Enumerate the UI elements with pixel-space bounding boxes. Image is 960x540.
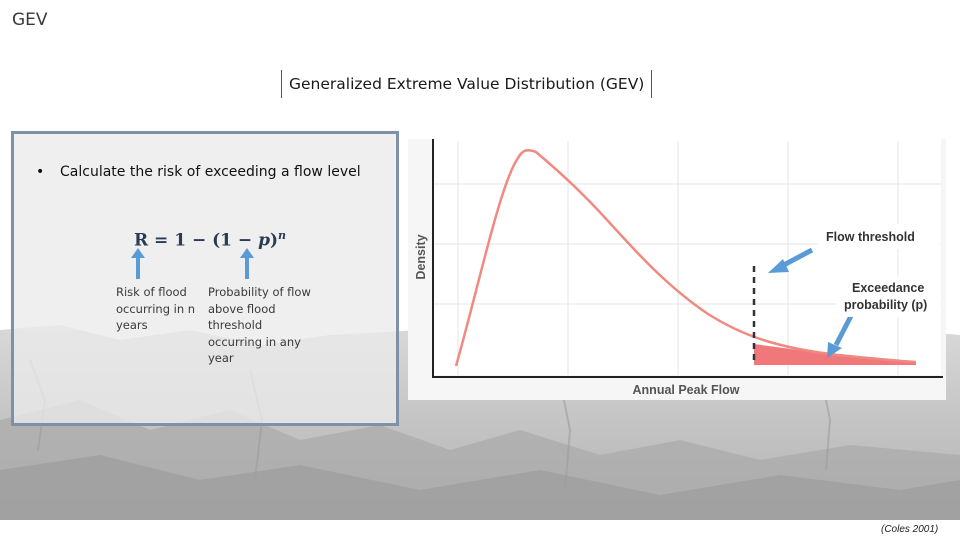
- risk-note: Risk of flood occurring in n years: [116, 285, 196, 332]
- formula-p: p: [258, 230, 270, 251]
- threshold-callout-box: [818, 224, 940, 249]
- risk-explanation-panel: • Calculate the risk of exceeding a flow…: [11, 131, 399, 426]
- exceedance-callout-line2: probability (p): [844, 298, 927, 312]
- risk-formula: R = 1 − (1 − p)n: [134, 229, 286, 251]
- exceedance-callout-line1: Exceedance: [852, 281, 924, 295]
- x-axis-label: Annual Peak Flow: [633, 383, 740, 397]
- slide-title-frame: Generalized Extreme Value Distribution (…: [281, 70, 653, 98]
- plot-area: [433, 139, 941, 375]
- gev-density-chart: Flow threshold Exceedance probability (p…: [408, 139, 946, 400]
- formula-close: ): [269, 230, 279, 251]
- threshold-callout-arrow-icon: [768, 247, 814, 273]
- y-axis-label: Density: [414, 234, 428, 279]
- exceedance-callout-arrow-icon: [827, 314, 854, 358]
- formula-lhs: R = 1 − (1 −: [134, 230, 259, 251]
- threshold-callout-label: Flow threshold: [826, 230, 915, 244]
- bullet-text: Calculate the risk of exceeding a flow l…: [60, 164, 361, 180]
- density-curve: [454, 148, 917, 367]
- citation: (Coles 2001): [881, 524, 939, 535]
- probability-note: Probability of flow above flood threshol…: [208, 285, 311, 365]
- arrow-up-icon: [131, 248, 145, 279]
- bullet-dot-icon: •: [36, 164, 45, 180]
- slide-label: GEV: [12, 10, 48, 30]
- bullet-item: • Calculate the risk of exceeding a flow…: [36, 164, 361, 180]
- chart-svg: Flow threshold Exceedance probability (p…: [414, 139, 943, 397]
- arrow-up-icon: [240, 248, 254, 279]
- formula-exponent: n: [278, 229, 287, 242]
- slide-title: Generalized Extreme Value Distribution (…: [289, 75, 645, 93]
- exceedance-callout-box: [836, 277, 940, 317]
- formula-arrows: [131, 248, 254, 279]
